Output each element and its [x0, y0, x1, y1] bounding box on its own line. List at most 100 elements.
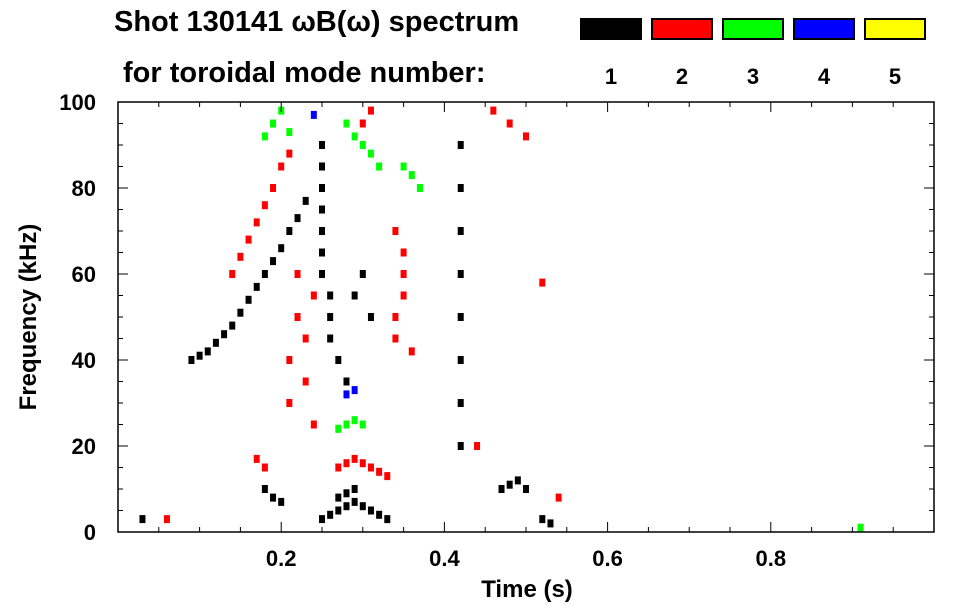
spectrum-point-mode-2 [539, 278, 546, 287]
spectrum-point-mode-2 [261, 201, 268, 210]
spectrum-point-mode-2 [245, 235, 252, 244]
spectrum-point-mode-3 [351, 416, 358, 425]
spectrum-point-mode-3 [367, 149, 374, 158]
axis-tick-labels: 0.2 0.4 0.6 0.8 0 20 40 60 80 100 [59, 90, 786, 571]
spectrum-point-mode-1 [319, 184, 325, 192]
chart-subtitle: for toroidal mode number: [123, 57, 486, 89]
spectrum-point-mode-1 [319, 141, 325, 149]
spectrum-marks [139, 106, 864, 532]
spectrum-point-mode-1 [335, 356, 342, 364]
spectrum-point-mode-1 [327, 291, 334, 300]
spectrum-point-mode-1 [498, 485, 505, 493]
y-tick-label: 60 [72, 262, 96, 287]
spectrum-point-mode-1 [457, 227, 464, 235]
spectrum-point-mode-1 [278, 244, 285, 253]
spectrum-point-mode-3 [400, 162, 407, 171]
spectrum-point-mode-1 [278, 497, 285, 506]
spectrum-point-mode-2 [302, 377, 309, 386]
spectrum-point-mode-4 [310, 110, 317, 119]
spectrum-point-mode-2 [523, 132, 529, 141]
spectrum-point-mode-1 [221, 330, 228, 339]
spectrum-point-mode-1 [302, 196, 309, 205]
spectrum-point-mode-1 [188, 356, 195, 364]
spectrum-point-mode-1 [253, 282, 260, 291]
spectrum-point-mode-3 [343, 420, 350, 429]
spectrum-point-mode-3 [335, 424, 342, 433]
spectrum-point-mode-3 [286, 128, 293, 137]
spectrum-point-mode-3 [270, 119, 277, 128]
spectrum-point-mode-2 [278, 162, 285, 171]
legend-item-mode-1: 1 [580, 18, 642, 89]
legend-swatch-mode-4 [793, 18, 855, 40]
legend-item-mode-3: 3 [722, 18, 784, 89]
spectrum-point-mode-2 [310, 291, 317, 300]
spectrum-point-mode-1 [229, 321, 236, 330]
spectrum-point-mode-2 [392, 334, 399, 343]
legend-label-mode-2: 2 [675, 64, 689, 89]
y-tick-label: 20 [72, 434, 96, 459]
spectrum-point-mode-1 [457, 356, 464, 364]
y-tick-label: 40 [72, 348, 96, 373]
legend-swatch-mode-2 [651, 18, 713, 40]
spectrum-point-mode-1 [384, 515, 391, 524]
spectrum-point-mode-1 [261, 485, 268, 493]
spectrum-point-mode-2 [367, 463, 374, 472]
spectrum-point-mode-1 [319, 248, 325, 257]
spectrum-point-mode-2 [343, 459, 350, 468]
spectrum-point-mode-1 [327, 334, 334, 343]
spectrum-point-mode-1 [245, 295, 252, 304]
spectrum-point-mode-1 [514, 476, 521, 485]
spectrum-point-mode-1 [196, 351, 203, 360]
spectrum-point-mode-1 [212, 338, 219, 347]
y-tick-label: 80 [72, 176, 96, 201]
spectrum-point-mode-1 [294, 214, 301, 223]
legend-swatch-mode-3 [722, 18, 784, 40]
spectrum-point-mode-3 [359, 420, 366, 429]
legend-label-mode-3: 3 [746, 64, 760, 89]
spectrum-point-mode-1 [204, 347, 211, 356]
spectrum-point-mode-2 [367, 106, 374, 115]
spectrum-point-mode-2 [490, 106, 497, 115]
spectrum-point-mode-1 [367, 313, 374, 321]
spectrum-point-mode-1 [237, 308, 244, 317]
spectrum-point-mode-2 [270, 184, 277, 192]
spectrum-point-mode-1 [319, 270, 325, 278]
spectrum-point-mode-4 [343, 390, 350, 399]
spectrum-point-mode-2 [286, 356, 293, 364]
spectrum-point-mode-2 [261, 463, 268, 472]
spectrum-point-mode-4 [351, 386, 358, 395]
legend-item-mode-5: 5 [864, 18, 926, 89]
chart-title: Shot 130141 ωB(ω) spectrum [114, 6, 520, 38]
spectrum-point-mode-1 [457, 270, 464, 278]
spectrum-point-mode-1 [319, 515, 325, 524]
spectrum-point-mode-2 [384, 472, 391, 481]
legend-swatch-mode-1 [580, 18, 642, 40]
spectrum-point-mode-2 [253, 218, 260, 227]
spectrum-point-mode-1 [457, 442, 464, 450]
spectrum-point-mode-1 [270, 493, 277, 502]
y-tick-label: 0 [84, 520, 96, 545]
spectrum-point-mode-2 [163, 515, 170, 524]
y-tick-label: 100 [59, 90, 96, 115]
spectrum-point-mode-3 [351, 132, 358, 141]
legend-label-mode-4: 4 [817, 64, 831, 89]
spectrum-point-mode-2 [335, 463, 342, 472]
spectrum-point-mode-2 [351, 454, 358, 463]
spectrum-point-mode-3 [376, 162, 383, 171]
spectrum-point-mode-1 [343, 489, 350, 498]
spectrum-point-mode-2 [310, 420, 317, 429]
spectrum-point-mode-3 [857, 523, 864, 532]
spectrum-point-mode-3 [416, 184, 423, 192]
spectrum-point-mode-2 [555, 493, 562, 502]
spectrum-point-mode-1 [286, 227, 293, 235]
spectrum-point-mode-1 [343, 377, 350, 386]
spectrum-point-mode-1 [547, 519, 554, 528]
legend-item-mode-2: 2 [651, 18, 713, 89]
spectrum-point-mode-1 [457, 313, 464, 321]
spectrum-point-mode-1 [539, 515, 546, 524]
spectrum-point-mode-2 [229, 270, 236, 278]
legend-item-mode-4: 4 [793, 18, 855, 89]
axis-ticks [117, 101, 935, 533]
spectrum-point-mode-3 [408, 171, 415, 180]
spectrum-point-mode-1 [367, 506, 374, 515]
